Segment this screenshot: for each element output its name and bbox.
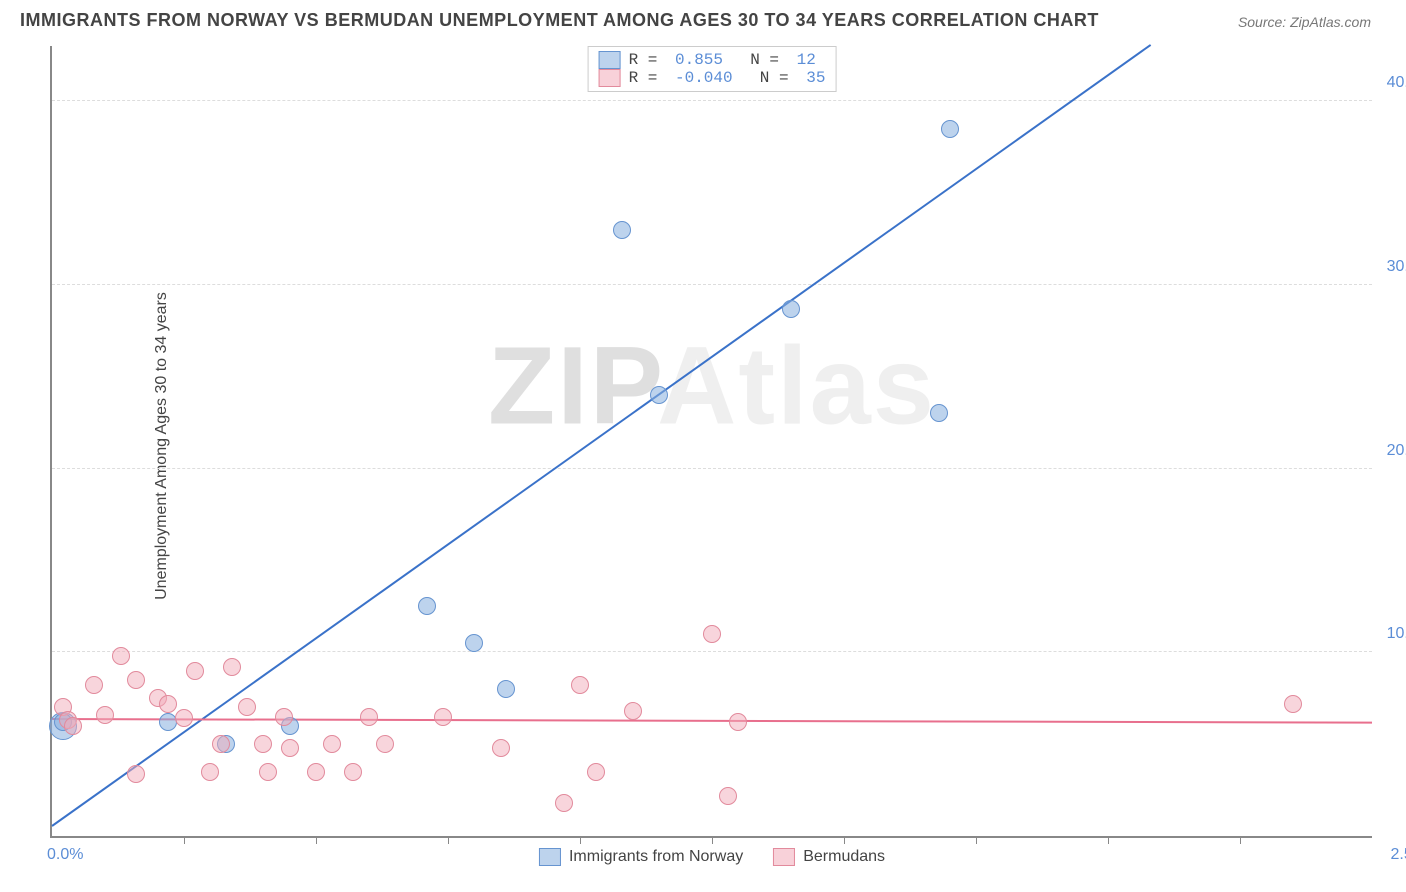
x-axis-start-label: 0.0% [47, 846, 83, 864]
x-tick [976, 836, 977, 844]
data-point-pink [323, 735, 341, 753]
data-point-pink [223, 658, 241, 676]
source-attribution: Source: ZipAtlas.com [1238, 14, 1371, 30]
swatch-blue-icon [599, 51, 621, 69]
data-point-pink [159, 695, 177, 713]
gridline [52, 284, 1372, 285]
data-point-pink [360, 708, 378, 726]
series-legend: Immigrants from Norway Bermudans [539, 848, 885, 866]
data-point-blue [497, 680, 515, 698]
data-point-blue [418, 597, 436, 615]
x-axis-end-label: 2.5% [1391, 846, 1406, 864]
data-point-pink [555, 794, 573, 812]
gridline [52, 468, 1372, 469]
trend-line [52, 718, 1372, 724]
x-tick [448, 836, 449, 844]
data-point-pink [212, 735, 230, 753]
data-point-pink [434, 708, 452, 726]
data-point-pink [96, 706, 114, 724]
stats-legend: R = 0.855 N = 12 R = -0.040 N = 35 [588, 46, 837, 92]
swatch-blue-icon [539, 848, 561, 866]
data-point-pink [492, 739, 510, 757]
data-point-pink [112, 647, 130, 665]
data-point-pink [1284, 695, 1302, 713]
x-tick [712, 836, 713, 844]
x-tick [1240, 836, 1241, 844]
data-point-blue [941, 120, 959, 138]
data-point-pink [729, 713, 747, 731]
data-point-pink [201, 763, 219, 781]
swatch-pink-icon [773, 848, 795, 866]
scatter-plot-area: ZIPAtlas R = 0.855 N = 12 R = -0.040 N =… [50, 46, 1372, 838]
chart-title: IMMIGRANTS FROM NORWAY VS BERMUDAN UNEMP… [20, 10, 1099, 31]
x-tick [184, 836, 185, 844]
data-point-pink [281, 739, 299, 757]
x-tick [1108, 836, 1109, 844]
y-tick-label: 30.0% [1387, 258, 1406, 276]
data-point-pink [127, 765, 145, 783]
data-point-pink [703, 625, 721, 643]
data-point-pink [238, 698, 256, 716]
data-point-pink [259, 763, 277, 781]
data-point-blue [930, 404, 948, 422]
data-point-pink [719, 787, 737, 805]
y-tick-label: 10.0% [1387, 625, 1406, 643]
data-point-pink [186, 662, 204, 680]
data-point-pink [587, 763, 605, 781]
data-point-pink [344, 763, 362, 781]
x-tick [580, 836, 581, 844]
stats-row-pink: R = -0.040 N = 35 [599, 69, 826, 87]
y-tick-label: 40.0% [1387, 74, 1406, 92]
data-point-pink [175, 709, 193, 727]
data-point-pink [85, 676, 103, 694]
trend-line [51, 44, 1150, 826]
data-point-pink [624, 702, 642, 720]
data-point-pink [254, 735, 272, 753]
data-point-blue [465, 634, 483, 652]
x-tick [844, 836, 845, 844]
y-tick-label: 20.0% [1387, 442, 1406, 460]
legend-item-pink: Bermudans [773, 848, 885, 866]
legend-item-blue: Immigrants from Norway [539, 848, 743, 866]
swatch-pink-icon [599, 69, 621, 87]
stats-row-blue: R = 0.855 N = 12 [599, 51, 826, 69]
x-tick [316, 836, 317, 844]
data-point-blue [650, 386, 668, 404]
gridline [52, 100, 1372, 101]
data-point-pink [127, 671, 145, 689]
data-point-pink [571, 676, 589, 694]
watermark: ZIPAtlas [488, 322, 936, 449]
data-point-pink [376, 735, 394, 753]
data-point-blue [782, 300, 800, 318]
data-point-blue [613, 221, 631, 239]
gridline [52, 651, 1372, 652]
data-point-pink [307, 763, 325, 781]
data-point-pink [275, 708, 293, 726]
data-point-pink [64, 717, 82, 735]
